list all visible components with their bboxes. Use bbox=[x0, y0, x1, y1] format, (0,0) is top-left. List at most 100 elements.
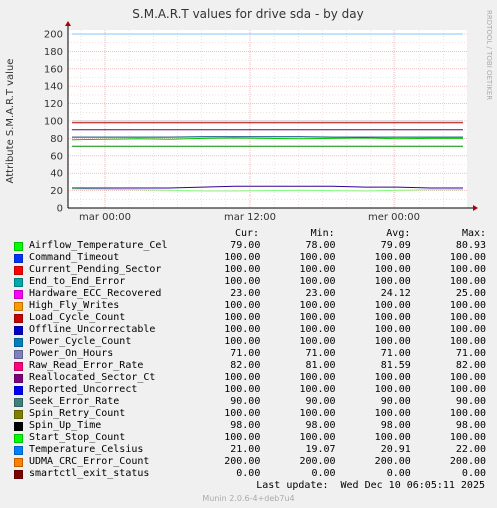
legend-min-value: 100.00 bbox=[299, 432, 336, 443]
y-tick-label: 200 bbox=[44, 30, 63, 41]
legend-avg-value: 100.00 bbox=[374, 336, 411, 347]
legend-swatch bbox=[14, 433, 23, 443]
legend-series-name: High_Fly_Writes bbox=[29, 300, 120, 311]
legend-table: Cur: Min: Avg: Max: Airflow_Temperature_… bbox=[12, 228, 486, 480]
legend-series-name: Current_Pending_Sector bbox=[29, 264, 162, 275]
legend-min-value: 100.00 bbox=[299, 372, 336, 383]
legend-cur-value: 21.00 bbox=[230, 444, 261, 455]
legend-row: Spin_Retry_Count 100.00 100.00 100.00 100.00 bbox=[12, 408, 486, 420]
legend-swatch bbox=[14, 469, 23, 479]
legend-min-value: 100.00 bbox=[299, 276, 336, 287]
legend-row: Start_Stop_Count 100.00 100.00 100.00 100.00 bbox=[12, 432, 486, 444]
legend-min-value: 100.00 bbox=[299, 300, 336, 311]
legend-row: Spin_Up_Time 98.00 98.00 98.00 98.00 bbox=[12, 420, 486, 432]
legend-avg-value: 100.00 bbox=[374, 276, 411, 287]
legend-cur-value: 79.00 bbox=[230, 240, 261, 251]
legend-avg-value: 100.00 bbox=[374, 252, 411, 263]
legend-series-name: Hardware_ECC_Recovered bbox=[29, 288, 162, 299]
legend-min-value: 0.00 bbox=[311, 468, 336, 479]
legend-swatch bbox=[14, 325, 23, 335]
legend-max-value: 90.00 bbox=[455, 396, 487, 407]
legend-max-value: 100.00 bbox=[449, 408, 487, 419]
y-tick-label: 100 bbox=[44, 117, 63, 128]
legend-max-value: 100.00 bbox=[449, 372, 487, 383]
legend-row: Hardware_ECC_Recovered 23.00 23.00 24.12 25.… bbox=[12, 288, 486, 300]
legend-max-value: 98.00 bbox=[455, 420, 487, 431]
legend-cur-value: 100.00 bbox=[224, 276, 261, 287]
legend-min-value: 90.00 bbox=[305, 396, 336, 407]
legend-row: Current_Pending_Sector 100.00 100.00 100.00… bbox=[12, 264, 486, 276]
legend-swatch bbox=[14, 313, 23, 323]
legend-cur-value: 71.00 bbox=[230, 348, 261, 359]
y-tick-label: 120 bbox=[44, 99, 63, 110]
legend-swatch bbox=[14, 409, 23, 419]
legend-row: Load_Cycle_Count 100.00 100.00 100.00 100.00 bbox=[12, 312, 486, 324]
header-avg: Avg: bbox=[386, 228, 411, 239]
legend-swatch bbox=[14, 301, 23, 311]
legend-series-name: Seek_Error_Rate bbox=[29, 396, 120, 407]
header-max: Max: bbox=[461, 228, 487, 239]
x-tick-label: mar 00:00 bbox=[79, 212, 131, 223]
legend-cur-value: 100.00 bbox=[224, 300, 261, 311]
y-tick-label: 60 bbox=[50, 151, 63, 162]
legend-max-value: 82.00 bbox=[455, 360, 487, 371]
legend-cur-value: 0.00 bbox=[236, 468, 261, 479]
legend-row: End_to_End_Error 100.00 100.00 100.00 100.00 bbox=[12, 276, 486, 288]
legend-max-value: 100.00 bbox=[449, 252, 487, 263]
legend-row: Raw_Read_Error_Rate 82.00 81.00 81.59 82.00 bbox=[12, 360, 486, 372]
plot-area: 0 20 40 60 80 100 120 140 160 180 200 mar 00:00 mar … bbox=[44, 21, 478, 223]
legend-max-value: 22.00 bbox=[455, 444, 487, 455]
legend-avg-value: 90.00 bbox=[380, 396, 411, 407]
header-cur: Cur: bbox=[234, 228, 260, 239]
legend-max-value: 200.00 bbox=[449, 456, 487, 467]
legend-cur-value: 100.00 bbox=[224, 372, 261, 383]
legend-swatch bbox=[14, 445, 23, 455]
legend-series-name: Spin_Retry_Count bbox=[29, 408, 126, 419]
legend-max-value: 25.00 bbox=[455, 288, 487, 299]
legend-row: Offline_Uncorrectable 100.00 100.00 100.00 1… bbox=[12, 324, 486, 336]
y-axis-label: Attribute S.M.A.R.T value bbox=[5, 59, 16, 184]
last-update: Last update: Wed Dec 10 06:05:11 2025 bbox=[256, 480, 485, 491]
legend-swatch bbox=[14, 373, 23, 383]
legend-row: UDMA_CRC_Error_Count 200.00 200.00 200.00 20… bbox=[12, 456, 486, 468]
legend-row: Reallocated_Sector_Ct 100.00 100.00 100.00 1… bbox=[12, 372, 486, 384]
legend-series-name: Reallocated_Sector_Ct bbox=[29, 372, 156, 383]
legend-max-value: 80.93 bbox=[455, 240, 487, 251]
y-tick-label: 180 bbox=[44, 47, 63, 58]
legend-swatch bbox=[14, 385, 23, 395]
plot-background bbox=[68, 30, 467, 208]
legend-max-value: 100.00 bbox=[449, 312, 487, 323]
legend-min-value: 81.00 bbox=[305, 360, 336, 371]
legend-min-value: 19.07 bbox=[305, 444, 336, 455]
legend-cur-value: 98.00 bbox=[230, 420, 261, 431]
legend-avg-value: 20.91 bbox=[380, 444, 411, 455]
x-tick-label: mar 12:00 bbox=[224, 212, 276, 223]
series-line-Airflow_Temperature_Cel bbox=[71, 137, 463, 141]
legend-avg-value: 100.00 bbox=[374, 312, 411, 323]
legend-row: Airflow_Temperature_Cel 79.00 78.00 79.09 80… bbox=[12, 240, 486, 252]
legend-cur-value: 90.00 bbox=[230, 396, 261, 407]
legend-row: smartctl_exit_status 0.00 0.00 0.00 0.00 bbox=[12, 468, 486, 480]
legend-cur-value: 200.00 bbox=[224, 456, 261, 467]
legend-cur-value: 100.00 bbox=[224, 264, 261, 275]
legend-series-name: Start_Stop_Count bbox=[29, 432, 126, 443]
legend-min-value: 98.00 bbox=[305, 420, 336, 431]
legend-swatch bbox=[14, 397, 23, 407]
legend-avg-value: 71.00 bbox=[380, 348, 411, 359]
legend-min-value: 100.00 bbox=[299, 324, 336, 335]
legend-series-name: Reported_Uncorrect bbox=[29, 384, 138, 395]
chart-title: S.M.A.R.T values for drive sda - by day bbox=[132, 7, 363, 21]
y-axis-arrow bbox=[65, 21, 71, 26]
legend-row: Temperature_Celsius 21.00 19.07 20.91 22.00 bbox=[12, 444, 486, 456]
series-line-Temperature_Celsius bbox=[71, 188, 463, 192]
legend-avg-value: 98.00 bbox=[380, 420, 411, 431]
legend-avg-value: 100.00 bbox=[374, 432, 411, 443]
legend-cur-value: 23.00 bbox=[230, 288, 261, 299]
legend-avg-value: 24.12 bbox=[380, 288, 411, 299]
legend-min-value: 100.00 bbox=[299, 252, 336, 263]
legend-swatch bbox=[14, 349, 23, 359]
legend-min-value: 23.00 bbox=[305, 288, 336, 299]
legend-cur-value: 100.00 bbox=[224, 384, 261, 395]
legend-swatch bbox=[14, 253, 23, 263]
legend-min-value: 100.00 bbox=[299, 312, 336, 323]
